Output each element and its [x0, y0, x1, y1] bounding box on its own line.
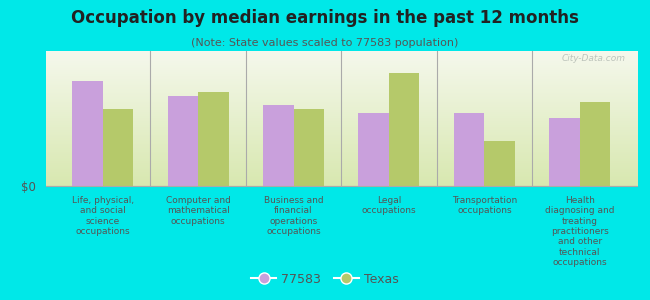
Bar	[484, 141, 515, 186]
Bar	[454, 113, 484, 186]
Bar	[103, 109, 133, 186]
Bar	[72, 81, 103, 186]
Legend: 77583, Texas: 77583, Texas	[246, 268, 404, 291]
Bar	[358, 113, 389, 186]
Text: City-Data.com: City-Data.com	[561, 54, 625, 63]
Bar	[294, 109, 324, 186]
Bar	[198, 92, 229, 186]
Bar	[580, 102, 610, 186]
Bar	[549, 118, 580, 186]
Bar	[389, 73, 419, 186]
Text: Occupation by median earnings in the past 12 months: Occupation by median earnings in the pas…	[71, 9, 579, 27]
Bar	[168, 96, 198, 186]
Bar	[263, 105, 294, 186]
Text: (Note: State values scaled to 77583 population): (Note: State values scaled to 77583 popu…	[191, 38, 459, 47]
